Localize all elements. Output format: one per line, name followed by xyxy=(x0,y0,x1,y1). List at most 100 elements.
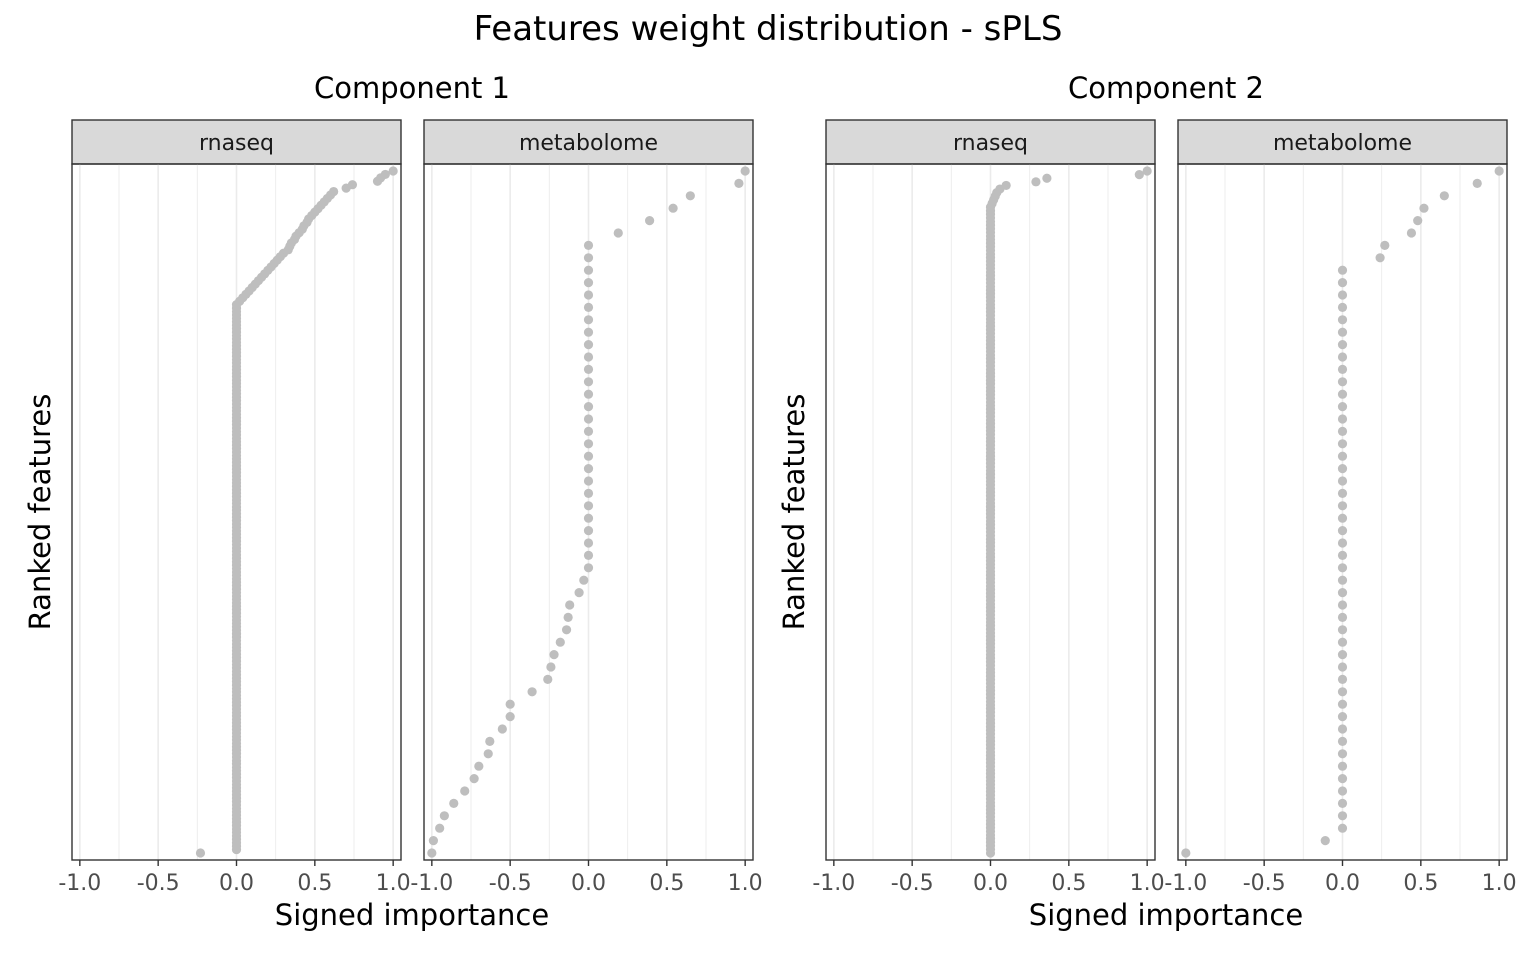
x-tick-label: 0.5 xyxy=(297,871,332,896)
x-tick-label: -1.0 xyxy=(1164,871,1207,896)
data-point xyxy=(583,563,594,573)
data-point xyxy=(583,364,594,374)
data-point xyxy=(1472,178,1482,188)
data-point xyxy=(449,798,459,809)
data-point xyxy=(439,811,449,821)
data-point xyxy=(1337,501,1348,511)
x-tick-label: 0.5 xyxy=(649,871,684,896)
data-point xyxy=(1337,488,1348,498)
data-point xyxy=(1320,836,1330,846)
data-point xyxy=(583,526,594,536)
x-tick-label: -0.5 xyxy=(137,871,180,896)
data-point xyxy=(583,439,594,449)
data-point xyxy=(1337,798,1348,809)
data-point xyxy=(583,538,594,548)
x-tick-label: -1.0 xyxy=(58,871,101,896)
data-point xyxy=(583,389,594,399)
data-point xyxy=(1419,203,1429,213)
data-point xyxy=(1337,464,1348,474)
component-title: Component 2 xyxy=(1068,71,1264,105)
data-point xyxy=(1337,340,1348,350)
data-point xyxy=(583,451,594,461)
data-point xyxy=(1337,377,1348,387)
data-point xyxy=(195,848,206,858)
data-point xyxy=(1337,749,1348,759)
data-point xyxy=(435,823,445,833)
data-point xyxy=(1337,426,1348,436)
data-point xyxy=(372,176,383,186)
data-point xyxy=(546,662,556,672)
x-tick-label: 0.0 xyxy=(1325,871,1360,896)
data-point xyxy=(1337,414,1348,424)
data-point xyxy=(583,315,594,325)
data-point xyxy=(231,844,242,855)
data-point xyxy=(583,476,594,486)
data-point xyxy=(1337,327,1348,337)
data-point xyxy=(428,836,438,846)
data-point xyxy=(505,699,515,709)
data-point xyxy=(583,265,594,275)
figure-title: Features weight distribution - sPLS xyxy=(474,9,1063,49)
data-point xyxy=(1337,699,1348,709)
data-point xyxy=(583,550,594,561)
data-point xyxy=(1134,170,1144,180)
facet-panel-rnaseq: rnaseq -1.0 -0.5 0.0 0.5 1.0 xyxy=(58,119,411,896)
y-axis-label: Ranked features xyxy=(23,394,57,631)
data-point xyxy=(583,426,594,436)
data-point xyxy=(1337,637,1348,647)
x-tick-label: 1.0 xyxy=(1130,871,1165,896)
data-point xyxy=(1337,538,1348,548)
data-point xyxy=(740,166,750,176)
data-point xyxy=(1337,650,1348,660)
data-point xyxy=(555,637,565,647)
facet-label: rnaseq xyxy=(953,131,1028,156)
data-point xyxy=(583,290,594,300)
facet-panel-metabolome: metabolome -1.0 -0.5 0.0 0.5 1.0 xyxy=(1164,119,1517,896)
data-point xyxy=(668,203,678,213)
data-point xyxy=(1337,352,1348,362)
data-point xyxy=(1337,774,1348,784)
data-point xyxy=(1439,191,1449,201)
data-point xyxy=(583,402,594,412)
data-point xyxy=(1337,724,1348,734)
x-tick-label: -1.0 xyxy=(812,871,855,896)
data-point xyxy=(1337,439,1348,449)
x-axis-label: Signed importance xyxy=(1029,898,1303,932)
x-tick-label: -0.5 xyxy=(1243,871,1286,896)
data-point xyxy=(613,228,623,238)
x-tick-label: 0.0 xyxy=(219,871,254,896)
data-point xyxy=(1337,625,1348,635)
data-point xyxy=(583,278,594,288)
data-point xyxy=(583,327,594,337)
data-point xyxy=(583,302,594,312)
facet-strip xyxy=(71,119,402,165)
data-point xyxy=(1337,786,1348,796)
data-point xyxy=(583,340,594,350)
data-point xyxy=(1337,315,1348,325)
data-point xyxy=(505,712,515,722)
x-tick-label: -1.0 xyxy=(410,871,453,896)
data-point xyxy=(1380,240,1390,250)
data-point xyxy=(985,848,996,858)
data-point xyxy=(1375,253,1385,263)
x-tick-label: 1.0 xyxy=(376,871,411,896)
data-point xyxy=(1337,389,1348,399)
data-point xyxy=(1142,166,1152,176)
data-point xyxy=(1494,166,1504,176)
data-point xyxy=(583,414,594,424)
data-point xyxy=(485,736,495,747)
y-axis-label: Ranked features xyxy=(777,394,811,631)
facet-label: metabolome xyxy=(1273,131,1412,156)
data-point xyxy=(1337,712,1348,722)
data-point xyxy=(1337,402,1348,412)
x-tick-label: -0.5 xyxy=(891,871,934,896)
data-point xyxy=(1337,736,1348,747)
data-point xyxy=(427,848,437,858)
data-point xyxy=(1413,216,1423,226)
data-point xyxy=(1337,600,1348,610)
data-point xyxy=(1406,228,1417,238)
chart-component-2: Component 2 Ranked features Signed importa… xyxy=(777,71,1517,932)
facet-strip xyxy=(423,119,754,165)
data-point xyxy=(388,166,398,176)
